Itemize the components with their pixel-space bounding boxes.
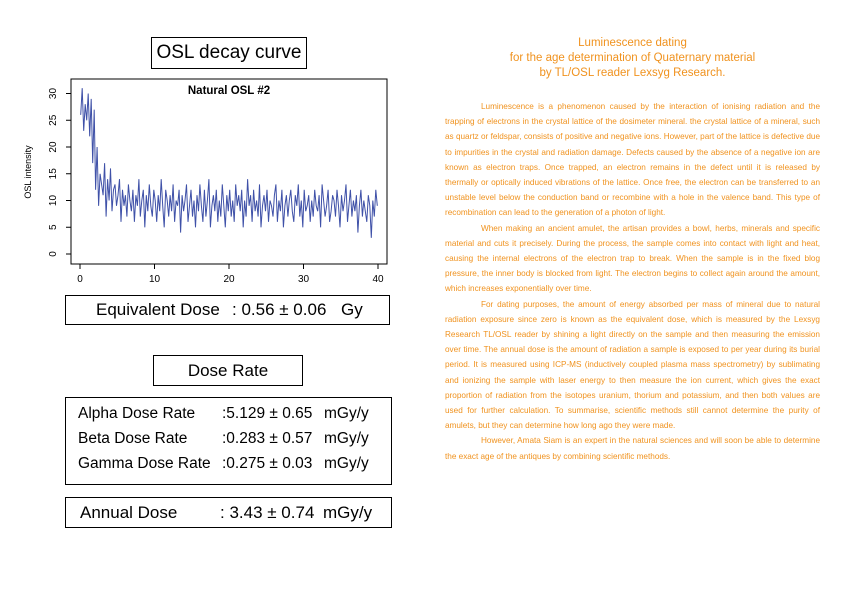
dose-rate-unit: mGy/y <box>324 430 369 447</box>
article-paragraph: When making an ancient amulet, the artis… <box>445 223 820 294</box>
dose-rate-unit: mGy/y <box>324 455 369 472</box>
y-tick-label: 20 <box>48 141 59 153</box>
equivalent-dose-value: : 0.56 ± 0.06 <box>232 300 327 319</box>
article-paragraph: However, Amata Siam is an expert in the … <box>445 436 820 461</box>
equivalent-dose-label: Equivalent Dose <box>96 300 220 319</box>
y-tick-label: 15 <box>48 168 59 180</box>
dose-rate-title: Dose Rate <box>187 360 269 380</box>
article-paragraph: Luminescence is a phenomenon caused by t… <box>445 102 820 218</box>
dose-rate-label: Gamma Dose Rate <box>78 455 211 472</box>
y-axis-label: OSL intensity <box>23 145 33 199</box>
y-tick-label: 10 <box>48 195 59 207</box>
dose-rates-box: Alpha Dose Rate :5.129 ± 0.65 mGy/y Beta… <box>65 397 392 485</box>
x-tick-label: 20 <box>223 274 235 285</box>
chart-inner-title: Natural OSL #2 <box>188 85 270 97</box>
y-tick-label: 0 <box>48 251 59 257</box>
dose-rate-title-box: Dose Rate <box>153 355 303 386</box>
annual-dose-box: Annual Dose : 3.43 ± 0.74 mGy/y <box>65 497 392 528</box>
article-body: Luminescence is a phenomenon caused by t… <box>445 99 820 464</box>
y-tick-label: 5 <box>48 224 59 230</box>
article-heading: Luminescence dating for the age determin… <box>430 36 835 81</box>
annual-dose-label: Annual Dose <box>80 503 178 522</box>
dose-rate-value: :5.129 ± 0.65 <box>222 405 313 422</box>
annual-dose-value: : 3.43 ± 0.74 <box>220 503 315 522</box>
dose-rate-value: :0.275 ± 0.03 <box>222 455 313 472</box>
y-tick-label: 30 <box>48 88 59 100</box>
plot-frame <box>70 78 388 265</box>
y-tick-label: 25 <box>48 114 59 126</box>
x-tick-label: 40 <box>372 274 384 285</box>
osl-series-line <box>80 88 378 238</box>
chart-title-box: OSL decay curve <box>151 37 307 69</box>
heading-line: Luminescence dating <box>578 37 687 49</box>
dose-rate-label: Beta Dose Rate <box>78 430 188 447</box>
dose-rate-label: Alpha Dose Rate <box>78 405 196 422</box>
equivalent-dose-box: Equivalent Dose : 0.56 ± 0.06 Gy <box>65 295 390 325</box>
osl-decay-chart: Natural OSL #2 OSL intensity 0 10 20 30 40 0 5… <box>23 78 388 285</box>
heading-line: by TL/OSL reader Lexsyg Research. <box>539 67 726 79</box>
dose-rate-value: :0.283 ± 0.57 <box>222 430 313 447</box>
equivalent-dose-unit: Gy <box>341 300 363 319</box>
chart-title: OSL decay curve <box>156 42 302 63</box>
x-tick-label: 10 <box>149 274 161 285</box>
x-tick-label: 30 <box>298 274 310 285</box>
dose-rate-unit: mGy/y <box>324 405 369 422</box>
article-paragraph: For dating purposes, the amount of energ… <box>445 299 820 431</box>
heading-line: for the age determination of Quaternary … <box>509 52 756 64</box>
x-tick-label: 0 <box>77 274 83 285</box>
annual-dose-unit: mGy/y <box>323 503 373 522</box>
